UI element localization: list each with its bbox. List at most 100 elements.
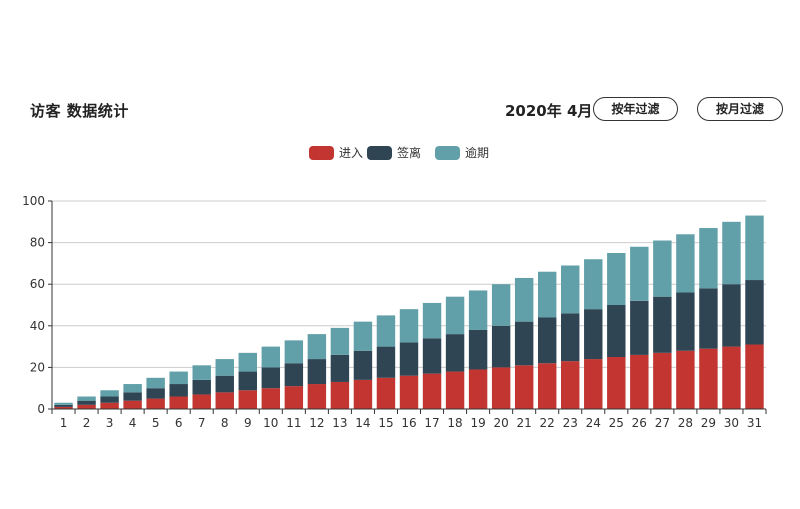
bar-segment[interactable] [169, 384, 188, 397]
bar-segment[interactable] [284, 363, 304, 387]
bar-segment[interactable] [630, 300, 649, 355]
legend-swatch[interactable] [309, 146, 334, 160]
bar-segment[interactable] [561, 265, 580, 314]
bar-segment[interactable] [261, 388, 281, 409]
bar-segment[interactable] [77, 404, 96, 409]
bar-segment[interactable] [422, 373, 442, 409]
bar-segment[interactable] [192, 394, 211, 409]
bar-segment[interactable] [607, 253, 626, 305]
bar-segment[interactable] [537, 271, 557, 318]
bar-segment[interactable] [630, 246, 649, 301]
bar-segment[interactable] [653, 352, 672, 409]
bar-segment[interactable] [699, 228, 718, 289]
bar-segment[interactable] [561, 361, 580, 409]
bar-segment[interactable] [353, 379, 373, 409]
bar-segment[interactable] [54, 406, 73, 409]
bar-segment[interactable] [722, 221, 741, 285]
legend-swatch[interactable] [435, 146, 460, 160]
bar-segment[interactable] [123, 384, 142, 393]
bar-segment[interactable] [353, 350, 373, 380]
bar-segment[interactable] [699, 348, 718, 409]
bar-segment[interactable] [77, 400, 96, 405]
filter-by-year-button[interactable]: 按年过滤 [593, 97, 678, 121]
bar-segment[interactable] [445, 371, 465, 409]
bar-segment[interactable] [261, 346, 281, 368]
bar-segment[interactable] [215, 375, 234, 393]
bar-segment[interactable] [100, 402, 119, 409]
bar-segment[interactable] [169, 371, 188, 385]
bar-segment[interactable] [146, 388, 165, 399]
bar-segment[interactable] [422, 302, 442, 339]
bar-segment[interactable] [54, 404, 73, 407]
bar-segment[interactable] [215, 359, 234, 376]
bar-segment[interactable] [514, 321, 534, 366]
bar-segment[interactable] [238, 390, 257, 409]
legend-label[interactable]: 进入 [339, 146, 363, 160]
bar-segment[interactable] [169, 396, 188, 409]
bar-segment[interactable] [399, 342, 419, 376]
bar-segment[interactable] [491, 284, 511, 326]
bar-segment[interactable] [607, 305, 626, 357]
bar-segment[interactable] [676, 292, 695, 351]
bar-segment[interactable] [653, 240, 672, 297]
bar-segment[interactable] [745, 215, 764, 281]
bar-segment[interactable] [146, 398, 165, 409]
bar-segment[interactable] [192, 365, 211, 380]
bar-segment[interactable] [745, 344, 764, 409]
bar-segment[interactable] [653, 296, 672, 353]
bar-segment[interactable] [376, 315, 396, 347]
bar-segment[interactable] [123, 400, 142, 409]
bar-segment[interactable] [330, 354, 350, 382]
bar-segment[interactable] [100, 396, 119, 403]
bar-segment[interactable] [722, 346, 741, 409]
bar-segment[interactable] [722, 284, 741, 347]
bar-segment[interactable] [238, 352, 257, 372]
bar-segment[interactable] [123, 392, 142, 401]
bar-segment[interactable] [561, 313, 580, 362]
bar-segment[interactable] [353, 321, 373, 351]
bar-segment[interactable] [676, 350, 695, 409]
bar-segment[interactable] [699, 288, 718, 349]
bar-segment[interactable] [607, 357, 626, 409]
bar-segment[interactable] [330, 381, 350, 409]
bar-segment[interactable] [584, 309, 603, 360]
bar-segment[interactable] [468, 290, 488, 330]
bar-segment[interactable] [468, 369, 488, 409]
bar-segment[interactable] [330, 327, 350, 355]
bar-segment[interactable] [537, 363, 557, 409]
bar-segment[interactable] [54, 402, 73, 405]
bar-segment[interactable] [676, 234, 695, 293]
bar-segment[interactable] [584, 259, 603, 310]
bar-segment[interactable] [468, 329, 488, 370]
bar-segment[interactable] [584, 359, 603, 409]
bar-segment[interactable] [491, 325, 511, 368]
filter-by-month-button[interactable]: 按月过滤 [697, 97, 783, 121]
bar-segment[interactable] [100, 390, 119, 397]
bar-segment[interactable] [146, 377, 165, 389]
bar-segment[interactable] [376, 346, 396, 378]
legend-swatch[interactable] [367, 146, 392, 160]
bar-segment[interactable] [514, 277, 534, 322]
bar-segment[interactable] [307, 334, 327, 360]
bar-segment[interactable] [261, 367, 281, 389]
bar-segment[interactable] [238, 371, 257, 391]
legend-label[interactable]: 签离 [397, 145, 421, 160]
bar-segment[interactable] [422, 338, 442, 374]
bar-segment[interactable] [445, 334, 465, 372]
bar-segment[interactable] [77, 396, 96, 401]
bar-segment[interactable] [745, 280, 764, 345]
bar-segment[interactable] [215, 392, 234, 409]
bar-segment[interactable] [445, 296, 465, 335]
legend-label[interactable]: 逾期 [465, 145, 489, 160]
bar-segment[interactable] [630, 354, 649, 409]
bar-segment[interactable] [376, 377, 396, 409]
bar-segment[interactable] [399, 309, 419, 343]
bar-segment[interactable] [491, 367, 511, 409]
bar-segment[interactable] [399, 375, 419, 409]
bar-segment[interactable] [514, 365, 534, 409]
bar-segment[interactable] [307, 384, 327, 409]
bar-segment[interactable] [284, 386, 304, 409]
bar-segment[interactable] [284, 340, 304, 364]
bar-segment[interactable] [537, 317, 557, 364]
bar-segment[interactable] [307, 359, 327, 385]
